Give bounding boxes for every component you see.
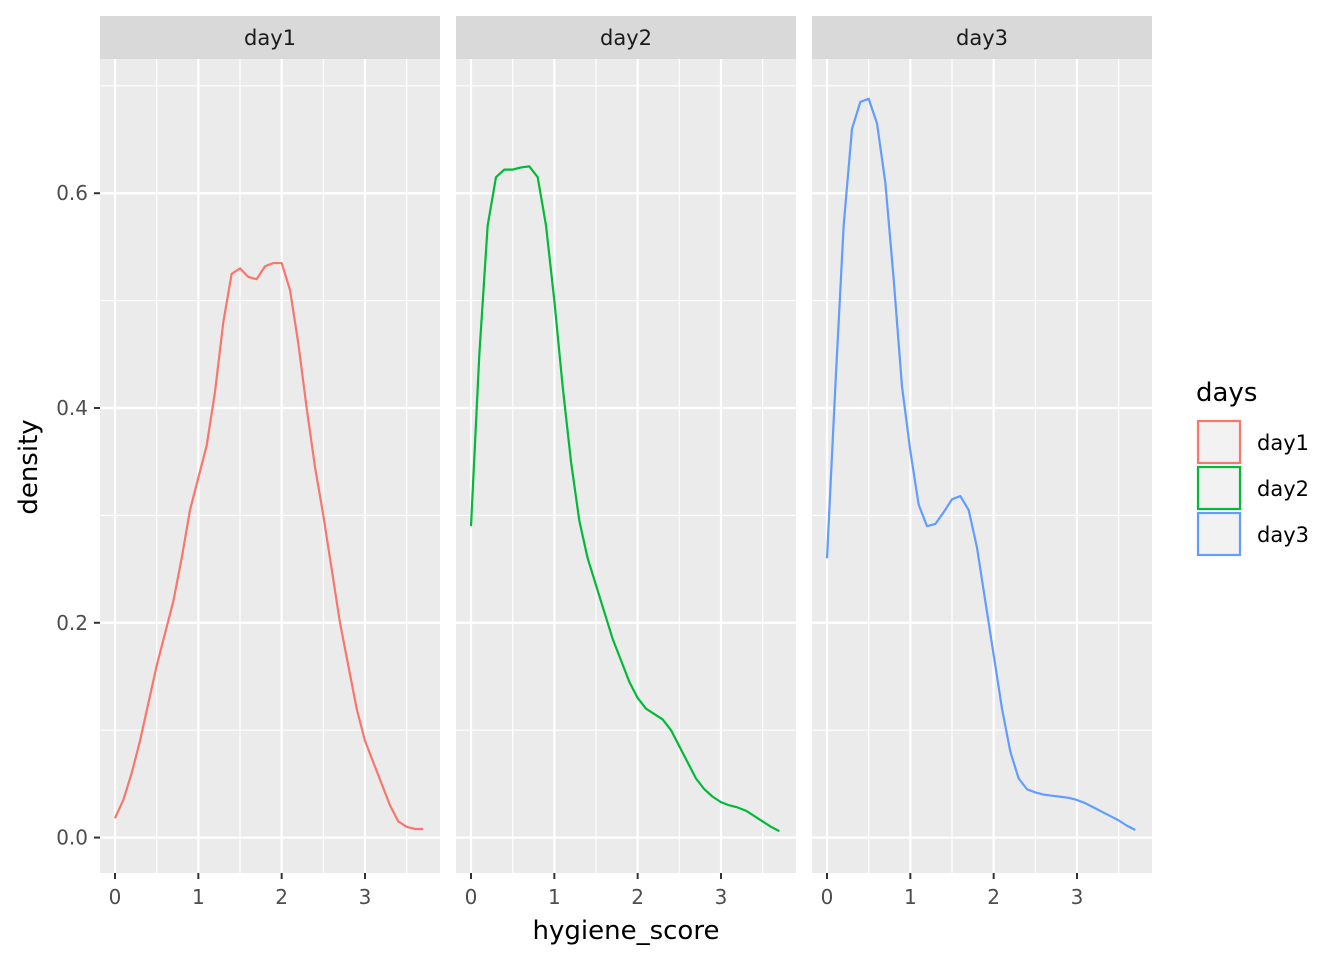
facet-strip xyxy=(812,16,1152,59)
legend-label-day2: day2 xyxy=(1257,477,1309,501)
facet-strip-label: day3 xyxy=(956,26,1008,50)
x-tick-label: 3 xyxy=(359,885,372,909)
legend: days day1 day2 day3 xyxy=(1196,378,1309,557)
legend-key-day2 xyxy=(1196,465,1242,511)
x-tick-label: 0 xyxy=(465,885,478,909)
legend-label-day3: day3 xyxy=(1257,523,1309,547)
x-tick-label: 2 xyxy=(987,885,1000,909)
y-tick-label: 0.6 xyxy=(56,181,88,205)
x-tick-label: 0 xyxy=(821,885,834,909)
panel-background xyxy=(456,59,796,873)
y-tick-label: 0.2 xyxy=(56,611,88,635)
legend-label-day1: day1 xyxy=(1257,431,1309,455)
density-line-day2 xyxy=(469,165,780,833)
legend-key-day1 xyxy=(1196,419,1242,465)
y-tick-label: 0.4 xyxy=(56,396,88,420)
facet-panel-day2: day2 0 1 2 3 xyxy=(456,16,796,909)
x-tick-label: 1 xyxy=(904,885,917,909)
facet-panels: day1 0 1 2 3 day2 0 1 2 3 day3 0 1 2 3 xyxy=(100,16,1152,909)
density-line-day1 xyxy=(113,261,424,831)
y-tick-label: 0.0 xyxy=(56,826,88,850)
x-tick-label: 1 xyxy=(548,885,561,909)
legend-key-day3 xyxy=(1196,511,1242,557)
x-tick-label: 2 xyxy=(275,885,288,909)
facet-strip-label: day2 xyxy=(600,26,652,50)
panel-background xyxy=(100,59,440,873)
y-axis-title: density xyxy=(14,419,44,514)
x-tick-label: 3 xyxy=(715,885,728,909)
x-tick-label: 0 xyxy=(109,885,122,909)
x-tick-label: 3 xyxy=(1071,885,1084,909)
y-axis: 0.0 0.2 0.4 0.6 xyxy=(56,181,100,850)
panel-background xyxy=(812,59,1152,873)
density-line-day3 xyxy=(825,97,1136,832)
legend-title: days xyxy=(1196,378,1257,408)
facet-strip-label: day1 xyxy=(244,26,296,50)
facet-strip xyxy=(456,16,796,59)
x-tick-label: 2 xyxy=(631,885,644,909)
x-tick-label: 1 xyxy=(192,885,205,909)
x-axis-title: hygiene_score xyxy=(533,916,720,946)
facet-panel-day1: day1 0 1 2 3 xyxy=(100,16,440,909)
facet-strip xyxy=(100,16,440,59)
facet-panel-day3: day3 0 1 2 3 xyxy=(812,16,1152,909)
